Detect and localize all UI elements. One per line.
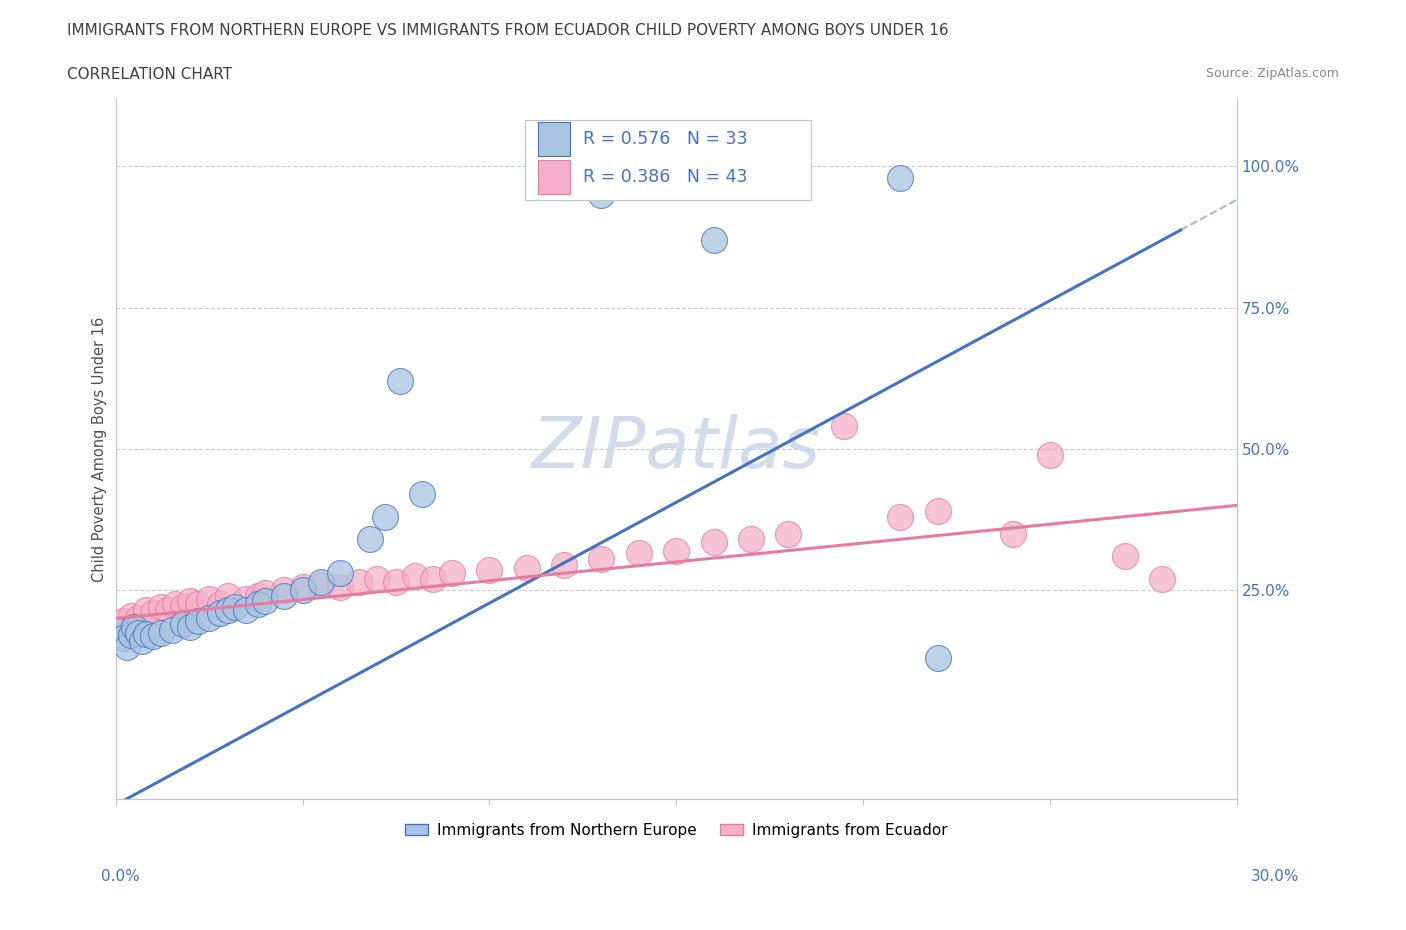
Point xyxy=(187,597,209,612)
Point xyxy=(135,603,157,618)
Text: CORRELATION CHART: CORRELATION CHART xyxy=(67,67,232,82)
Point xyxy=(834,418,856,433)
FancyBboxPatch shape xyxy=(538,160,569,193)
Point xyxy=(553,557,575,572)
Point xyxy=(309,578,332,592)
Point xyxy=(224,600,246,615)
Point xyxy=(273,583,295,598)
Point xyxy=(927,504,949,519)
Point xyxy=(703,232,725,247)
Point xyxy=(120,628,142,643)
Point xyxy=(478,563,501,578)
Point xyxy=(115,639,138,654)
Point xyxy=(149,600,172,615)
Point xyxy=(627,546,650,561)
Point xyxy=(135,627,157,642)
Point xyxy=(120,608,142,623)
Point xyxy=(142,629,165,644)
Point xyxy=(112,631,135,645)
Point xyxy=(209,605,232,620)
Point xyxy=(172,600,194,615)
Point xyxy=(740,532,762,547)
Point xyxy=(1039,447,1062,462)
Text: IMMIGRANTS FROM NORTHERN EUROPE VS IMMIGRANTS FROM ECUADOR CHILD POVERTY AMONG B: IMMIGRANTS FROM NORTHERN EUROPE VS IMMIG… xyxy=(67,23,949,38)
Point xyxy=(131,633,153,648)
Point xyxy=(591,187,613,202)
Text: Source: ZipAtlas.com: Source: ZipAtlas.com xyxy=(1205,67,1339,80)
Point xyxy=(127,625,149,640)
Point xyxy=(172,617,194,631)
Point xyxy=(889,510,911,525)
Point xyxy=(366,571,388,586)
Point xyxy=(235,603,257,618)
Point xyxy=(411,486,433,501)
Text: 30.0%: 30.0% xyxy=(1251,869,1299,883)
Point xyxy=(179,619,201,634)
Point xyxy=(165,597,187,612)
Point xyxy=(422,571,444,586)
Point xyxy=(149,625,172,640)
Point xyxy=(217,589,239,604)
Point xyxy=(209,597,232,612)
Point xyxy=(374,510,396,525)
Point xyxy=(291,580,314,595)
Point xyxy=(440,565,463,580)
Point xyxy=(198,611,221,626)
Point xyxy=(291,583,314,598)
FancyBboxPatch shape xyxy=(524,120,811,200)
Point xyxy=(359,532,381,547)
Point xyxy=(127,611,149,626)
Point xyxy=(124,619,146,634)
Point xyxy=(309,574,332,589)
Point xyxy=(160,622,183,637)
Point xyxy=(1150,571,1173,586)
Point xyxy=(404,568,426,583)
Point xyxy=(254,594,277,609)
Point xyxy=(388,374,411,389)
Point xyxy=(198,591,221,606)
Point xyxy=(217,603,239,618)
Point xyxy=(347,574,370,589)
Point xyxy=(112,614,135,629)
FancyBboxPatch shape xyxy=(538,123,569,156)
Text: R = 0.386   N = 43: R = 0.386 N = 43 xyxy=(583,168,748,186)
Point xyxy=(1114,549,1136,564)
Text: 0.0%: 0.0% xyxy=(101,869,141,883)
Point xyxy=(156,603,179,618)
Point xyxy=(385,574,408,589)
Point xyxy=(889,170,911,185)
Point xyxy=(591,551,613,566)
Point xyxy=(235,591,257,606)
Point xyxy=(665,543,688,558)
Point xyxy=(254,586,277,601)
Point xyxy=(104,622,127,637)
Legend: Immigrants from Northern Europe, Immigrants from Ecuador: Immigrants from Northern Europe, Immigra… xyxy=(399,817,953,844)
Point xyxy=(329,580,352,595)
Point xyxy=(246,589,269,604)
Point xyxy=(187,614,209,629)
Point xyxy=(329,565,352,580)
Text: ZIPatlas: ZIPatlas xyxy=(531,415,821,484)
Point xyxy=(246,597,269,612)
Point xyxy=(1001,526,1024,541)
Y-axis label: Child Poverty Among Boys Under 16: Child Poverty Among Boys Under 16 xyxy=(93,316,107,581)
Point xyxy=(927,650,949,665)
Text: R = 0.576   N = 33: R = 0.576 N = 33 xyxy=(583,130,748,148)
Point xyxy=(273,589,295,604)
Point xyxy=(778,526,800,541)
Point xyxy=(516,560,538,575)
Point xyxy=(142,605,165,620)
Point xyxy=(703,535,725,550)
Point xyxy=(179,594,201,609)
